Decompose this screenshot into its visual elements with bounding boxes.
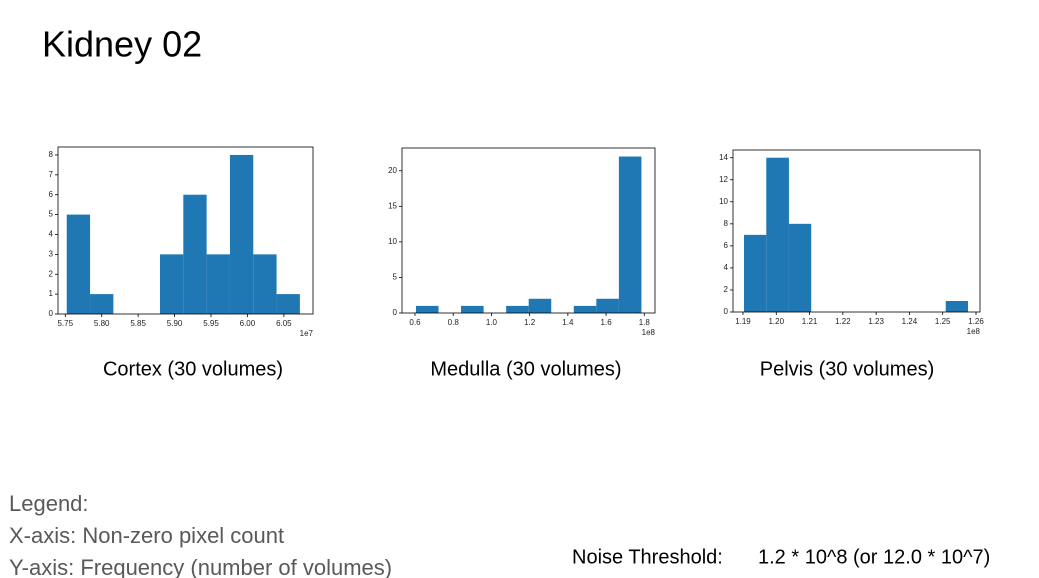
bar (90, 294, 114, 314)
bar (618, 156, 642, 313)
x-tick-label: 6.00 (240, 319, 256, 328)
y-tick-label: 0 (49, 309, 54, 318)
y-tick-label: 5 (393, 273, 398, 282)
legend-heading: Legend: (9, 491, 89, 516)
bar (945, 300, 969, 312)
y-tick-label: 8 (49, 150, 54, 159)
x-tick-label: 0.8 (448, 318, 460, 327)
bar (276, 294, 300, 314)
y-tick-label: 4 (724, 263, 729, 272)
y-tick-label: 2 (49, 269, 54, 278)
y-tick-label: 15 (388, 201, 397, 210)
y-tick-label: 6 (49, 190, 54, 199)
bar (66, 214, 91, 314)
x-tick-label: 1.22 (835, 317, 851, 326)
bar (743, 234, 767, 312)
noise-label: Noise Threshold: (572, 546, 723, 568)
bar (573, 305, 597, 313)
y-tick-label: 8 (724, 219, 729, 228)
y-tick-label: 7 (49, 170, 54, 179)
slide-title: Kidney 02 (42, 24, 202, 65)
legend-y: Y-axis: Frequency (number of volumes) (9, 555, 392, 578)
bar (160, 254, 184, 314)
x-tick-label: 1.24 (902, 317, 918, 326)
plot-frame (732, 149, 981, 313)
plot-frame (401, 147, 656, 314)
x-tick-label: 5.90 (167, 319, 183, 328)
bar (229, 154, 254, 314)
x-tick-label: 5.80 (94, 319, 110, 328)
x-tick-label: 1.0 (486, 318, 498, 327)
x-tick-label: 1.26 (968, 317, 984, 326)
legend-x: X-axis: Non-zero pixel count (9, 523, 284, 548)
bar (528, 298, 552, 313)
y-tick-label: 4 (49, 230, 54, 239)
x-offset-label: 1e8 (967, 327, 981, 336)
chart-caption: Pelvis (30 volumes) (760, 358, 935, 380)
bar (506, 305, 529, 313)
y-tick-label: 0 (724, 307, 729, 316)
x-offset-label: 1e8 (642, 328, 656, 337)
x-tick-label: 1.25 (935, 317, 951, 326)
noise-value: 1.2 * 10^8 (or 12.0 * 10^7) (758, 546, 990, 568)
y-tick-label: 14 (719, 153, 728, 162)
x-tick-label: 1.6 (601, 318, 613, 327)
y-tick-label: 20 (388, 166, 397, 175)
x-tick-label: 0.6 (409, 318, 421, 327)
y-tick-label: 0 (393, 308, 398, 317)
bar (183, 194, 207, 314)
x-tick-label: 1.19 (735, 317, 751, 326)
x-tick-label: 1.2 (524, 318, 536, 327)
bar (461, 305, 484, 313)
y-tick-label: 2 (724, 285, 729, 294)
x-offset-label: 1e7 (300, 329, 314, 338)
x-tick-label: 1.8 (639, 318, 651, 327)
bar (596, 298, 619, 313)
y-tick-label: 6 (724, 241, 729, 250)
y-tick-label: 10 (719, 197, 728, 206)
x-tick-label: 1.20 (768, 317, 784, 326)
y-tick-label: 1 (49, 289, 54, 298)
x-tick-label: 1.23 (868, 317, 884, 326)
y-tick-label: 10 (388, 237, 397, 246)
y-tick-label: 12 (719, 175, 728, 184)
x-tick-label: 1.21 (802, 317, 818, 326)
x-tick-label: 5.85 (130, 319, 146, 328)
bar (766, 157, 789, 312)
chart-caption: Medulla (30 volumes) (430, 358, 621, 380)
y-tick-label: 3 (49, 249, 54, 258)
x-tick-label: 1.4 (562, 318, 574, 327)
bar (253, 254, 277, 314)
y-tick-label: 5 (49, 210, 54, 219)
chart-caption: Cortex (30 volumes) (103, 358, 283, 380)
bar (788, 223, 812, 312)
x-tick-label: 5.95 (203, 319, 219, 328)
bar (415, 305, 439, 313)
plot-frame (57, 146, 314, 315)
x-tick-label: 5.75 (57, 319, 73, 328)
bar (206, 254, 230, 314)
x-tick-label: 6.05 (276, 319, 292, 328)
